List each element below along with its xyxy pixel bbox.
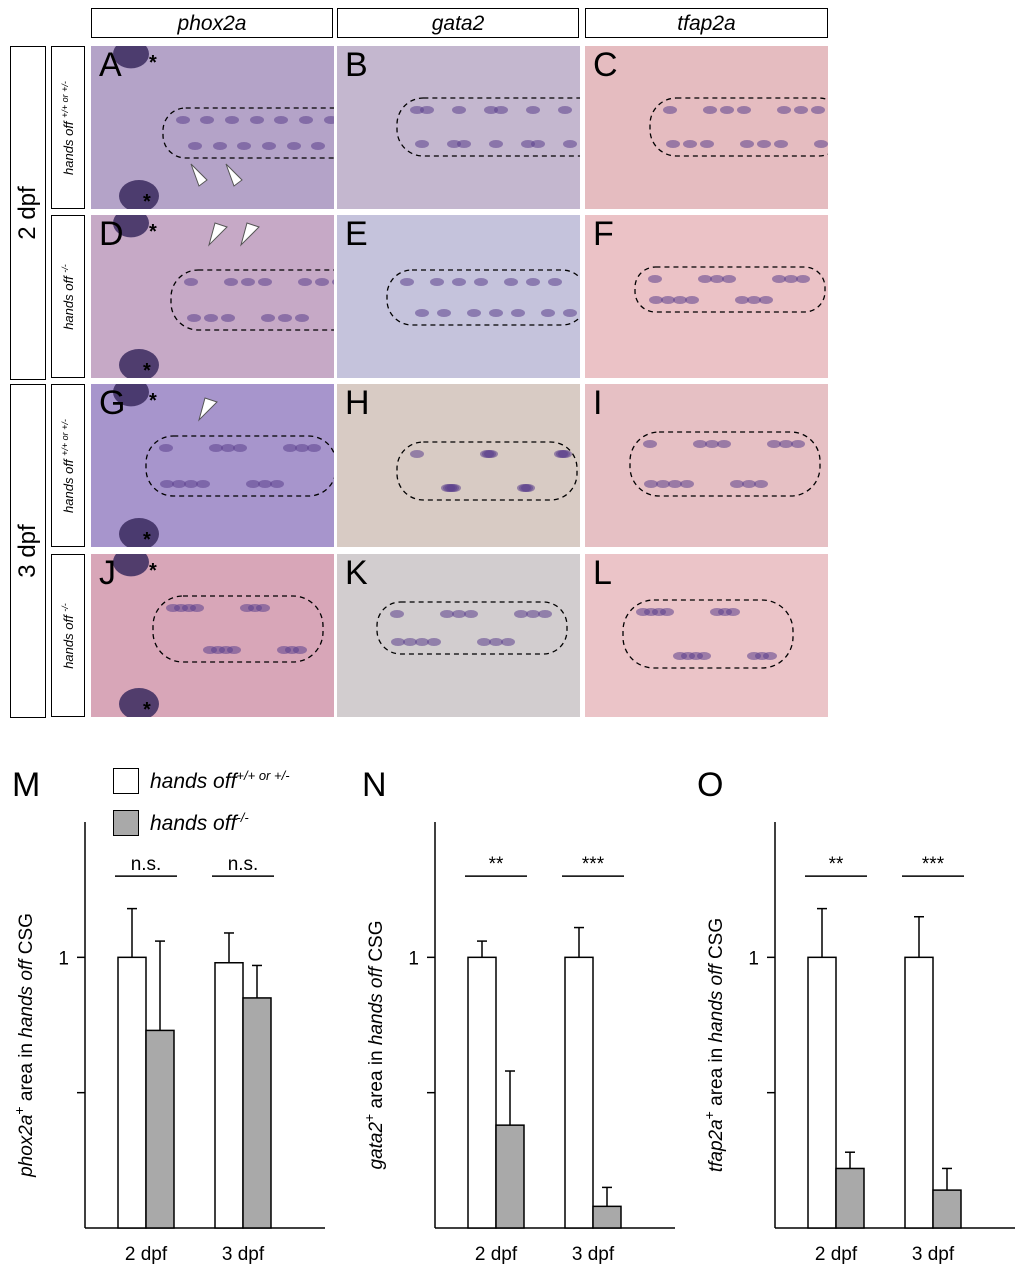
micrograph-panel-H: H xyxy=(337,384,580,547)
significance-label: ** xyxy=(829,854,844,875)
significance-label: n.s. xyxy=(131,854,162,875)
y-axis-label: gata2+ area in hands off CSG xyxy=(361,920,387,1169)
time-label-3dpf: 3 dpf xyxy=(10,384,46,718)
significance-label: *** xyxy=(922,854,945,875)
panel-letter: I xyxy=(593,384,603,422)
panel-letter: L xyxy=(593,554,612,592)
time-label-2dpf: 2 dpf xyxy=(10,46,46,380)
panel-letter: K xyxy=(345,554,368,592)
micrograph-panel-C: C xyxy=(585,46,828,209)
significance-label: ** xyxy=(489,854,504,875)
panel-letter: B xyxy=(345,46,368,84)
genotype-label-row4: hands off -/- xyxy=(51,554,85,717)
micrograph-panel-L: L xyxy=(585,554,828,717)
bar-mutant-1 xyxy=(145,1029,175,1229)
micrograph-panel-I: I xyxy=(585,384,828,547)
legend-swatch-mutant xyxy=(113,810,139,836)
x-tick-label: 2 dpf xyxy=(125,1244,168,1265)
panel-letter: G xyxy=(99,384,126,422)
panel-letter: E xyxy=(345,215,368,253)
y-axis-label: tfap2a+ area in hands off CSG xyxy=(701,918,727,1172)
panel-letter: C xyxy=(593,46,618,84)
asterisk-marker: * xyxy=(149,560,157,582)
bar-control-1 xyxy=(467,956,497,1229)
column-header-tfap2a: tfap2a xyxy=(585,8,828,38)
bar-control-1 xyxy=(117,956,147,1229)
genotype-text: hands off +/+ or +/- xyxy=(59,418,77,513)
bar-control-2 xyxy=(904,956,934,1229)
bar-control-2 xyxy=(214,961,244,1229)
y-tick-label: 1 xyxy=(748,948,759,969)
bar-chart-gata2: 1 gata2+ area in hands off CSG 2 dpf ** 3 dp… xyxy=(361,822,675,1265)
x-tick-label: 2 dpf xyxy=(815,1244,858,1265)
genotype-text: hands off -/- xyxy=(59,263,77,330)
asterisk-marker: * xyxy=(149,390,157,412)
asterisk-marker: * xyxy=(143,360,151,378)
legend-label-control: hands off+/+ or +/- xyxy=(150,768,290,793)
chart-letter-M: M xyxy=(12,766,41,804)
column-header-gata2: gata2 xyxy=(337,8,579,38)
genotype-label-row3: hands off +/+ or +/- xyxy=(51,384,85,547)
significance-label: *** xyxy=(582,854,605,875)
legend-label-mutant: hands off-/- xyxy=(150,810,249,835)
genotype-text: hands off +/+ or +/- xyxy=(59,80,77,175)
asterisk-marker: * xyxy=(149,52,157,74)
significance-label: n.s. xyxy=(228,854,259,875)
chart-letter-N: N xyxy=(362,766,387,804)
legend: hands off+/+ or +/- hands off-/- xyxy=(113,768,413,848)
bar-chart-tfap2a: 1 tfap2a+ area in hands off CSG 2 dpf ** 3 d… xyxy=(701,822,1015,1265)
micrograph-panel-B: B xyxy=(337,46,580,209)
micrograph-panel-E: E xyxy=(337,215,580,378)
asterisk-marker: * xyxy=(149,221,157,243)
panel-letter: H xyxy=(345,384,370,422)
micrograph-panel-J: J * * xyxy=(91,554,334,717)
bar-mutant-2 xyxy=(242,997,272,1229)
micrograph-panel-F: F xyxy=(585,215,828,378)
bar-mutant-1 xyxy=(835,1167,865,1229)
x-tick-label: 3 dpf xyxy=(222,1244,265,1265)
bar-mutant-1 xyxy=(495,1124,525,1229)
panel-letter: D xyxy=(99,215,124,253)
micrograph-panel-D: D * * xyxy=(91,215,334,378)
y-axis-label: phox2a+ area in hands off CSG xyxy=(11,913,37,1178)
chart-letter-O: O xyxy=(697,766,724,804)
y-tick-label: 1 xyxy=(408,948,419,969)
bar-control-2 xyxy=(564,956,594,1229)
asterisk-marker: * xyxy=(143,191,151,209)
legend-swatch-control xyxy=(113,768,139,794)
time-label-2dpf-text: 2 dpf xyxy=(14,186,41,240)
bar-chart-phox2a: 1 phox2a+ area in hands off CSG 2 dpf n.s. 3… xyxy=(11,822,325,1265)
genotype-label-row1: hands off +/+ or +/- xyxy=(51,46,85,209)
panel-letter: A xyxy=(99,46,122,84)
bar-mutant-2 xyxy=(932,1189,962,1229)
time-label-3dpf-text: 3 dpf xyxy=(14,524,41,578)
asterisk-marker: * xyxy=(143,529,151,547)
genotype-label-row2: hands off -/- xyxy=(51,215,85,378)
genotype-text: hands off -/- xyxy=(59,602,77,669)
asterisk-marker: * xyxy=(143,699,151,717)
x-tick-label: 3 dpf xyxy=(912,1244,955,1265)
y-tick-label: 1 xyxy=(58,948,69,969)
micrograph-panel-K: K xyxy=(337,554,580,717)
x-tick-label: 3 dpf xyxy=(572,1244,615,1265)
column-header-phox2a: phox2a xyxy=(91,8,333,38)
x-tick-label: 2 dpf xyxy=(475,1244,518,1265)
panel-letter: F xyxy=(593,215,614,253)
panel-letter: J xyxy=(99,554,116,592)
bar-mutant-2 xyxy=(592,1205,622,1229)
bar-control-1 xyxy=(807,956,837,1229)
micrograph-panel-A: A * * xyxy=(91,46,334,209)
micrograph-panel-G: G * * xyxy=(91,384,334,547)
